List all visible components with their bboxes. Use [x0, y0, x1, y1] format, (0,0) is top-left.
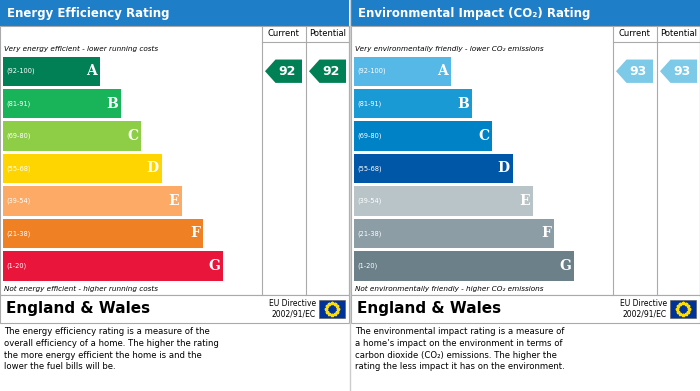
Bar — [0, 295, 349, 323]
Text: Very energy efficient - lower running costs: Very energy efficient - lower running co… — [4, 45, 158, 52]
Bar — [354, 219, 554, 248]
Bar — [3, 251, 223, 280]
Bar — [319, 300, 345, 318]
Text: G: G — [209, 259, 220, 273]
Text: 93: 93 — [674, 65, 691, 78]
Text: Not energy efficient - higher running costs: Not energy efficient - higher running co… — [4, 285, 158, 292]
Bar — [3, 57, 100, 86]
Text: EU Directive: EU Directive — [620, 300, 667, 308]
Text: (39-54): (39-54) — [6, 198, 30, 204]
Text: E: E — [519, 194, 530, 208]
Text: B: B — [106, 97, 118, 111]
Bar — [3, 154, 162, 183]
Text: B: B — [457, 97, 469, 111]
Text: (92-100): (92-100) — [357, 68, 386, 74]
Bar — [354, 251, 574, 280]
Bar — [354, 154, 512, 183]
Bar — [351, 295, 700, 323]
Bar — [670, 300, 696, 318]
Bar — [354, 186, 533, 216]
Bar — [354, 121, 492, 151]
Text: F: F — [541, 226, 551, 240]
Text: 2002/91/EC: 2002/91/EC — [623, 310, 667, 319]
Text: Very environmentally friendly - lower CO₂ emissions: Very environmentally friendly - lower CO… — [355, 45, 544, 52]
Text: D: D — [146, 161, 159, 176]
Bar — [3, 121, 141, 151]
Text: 92: 92 — [323, 65, 340, 78]
Text: 93: 93 — [630, 65, 647, 78]
Text: (81-91): (81-91) — [6, 100, 30, 107]
Text: C: C — [127, 129, 138, 143]
Bar — [354, 89, 472, 118]
Bar — [354, 57, 452, 86]
Bar — [0, 26, 349, 295]
Text: (1-20): (1-20) — [357, 262, 377, 269]
Text: Energy Efficiency Rating: Energy Efficiency Rating — [7, 7, 169, 20]
Text: (81-91): (81-91) — [357, 100, 382, 107]
Text: 92: 92 — [279, 65, 296, 78]
Text: C: C — [478, 129, 489, 143]
Polygon shape — [265, 59, 302, 83]
Text: F: F — [190, 226, 200, 240]
Bar — [3, 186, 182, 216]
Text: A: A — [438, 64, 448, 78]
Text: The energy efficiency rating is a measure of the
overall efficiency of a home. T: The energy efficiency rating is a measur… — [4, 327, 219, 371]
Text: (69-80): (69-80) — [357, 133, 382, 139]
Text: D: D — [498, 161, 510, 176]
Bar — [3, 219, 203, 248]
Text: (1-20): (1-20) — [6, 262, 27, 269]
Text: England & Wales: England & Wales — [6, 301, 150, 316]
Text: (21-38): (21-38) — [357, 230, 382, 237]
Bar — [0, 0, 349, 26]
Polygon shape — [309, 59, 346, 83]
Text: Current: Current — [619, 29, 650, 38]
Text: E: E — [169, 194, 179, 208]
Text: Current: Current — [267, 29, 300, 38]
Text: (39-54): (39-54) — [357, 198, 382, 204]
Bar — [351, 26, 700, 295]
Text: A: A — [87, 64, 97, 78]
Text: (69-80): (69-80) — [6, 133, 31, 139]
Text: 2002/91/EC: 2002/91/EC — [272, 310, 316, 319]
Text: Potential: Potential — [309, 29, 346, 38]
Text: Environmental Impact (CO₂) Rating: Environmental Impact (CO₂) Rating — [358, 7, 590, 20]
Text: G: G — [559, 259, 571, 273]
Text: The environmental impact rating is a measure of
a home’s impact on the environme: The environmental impact rating is a mea… — [355, 327, 565, 371]
Bar — [3, 89, 121, 118]
Text: (55-68): (55-68) — [6, 165, 31, 172]
Bar — [351, 0, 700, 26]
Text: Not environmentally friendly - higher CO₂ emissions: Not environmentally friendly - higher CO… — [355, 285, 543, 292]
Text: Potential: Potential — [660, 29, 697, 38]
Text: (21-38): (21-38) — [6, 230, 30, 237]
Polygon shape — [616, 59, 653, 83]
Text: (92-100): (92-100) — [6, 68, 34, 74]
Text: (55-68): (55-68) — [357, 165, 382, 172]
Polygon shape — [660, 59, 697, 83]
Text: EU Directive: EU Directive — [269, 300, 316, 308]
Text: England & Wales: England & Wales — [357, 301, 501, 316]
